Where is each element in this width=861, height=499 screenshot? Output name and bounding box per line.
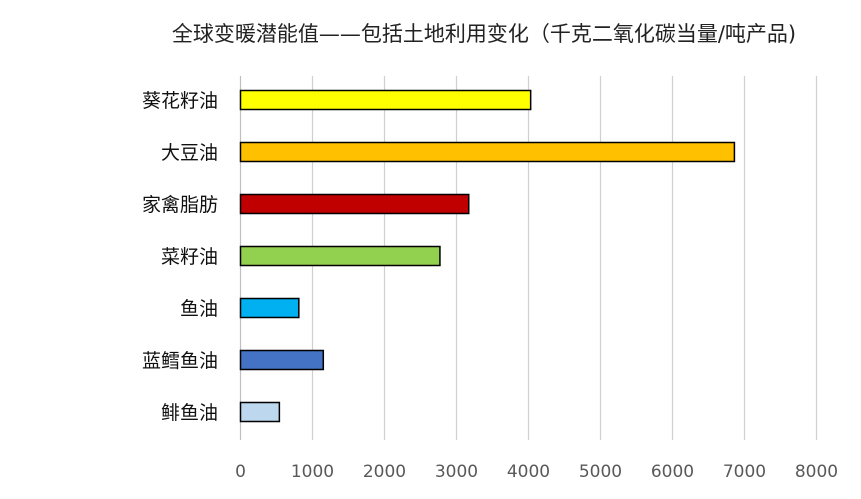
x-tick-label: 2000 xyxy=(363,462,406,482)
x-tick-label: 7000 xyxy=(723,462,766,482)
bar xyxy=(239,89,532,111)
category-label: 鱼油 xyxy=(180,298,218,320)
bar xyxy=(239,349,325,371)
bar xyxy=(239,245,441,267)
x-tick-label: 0 xyxy=(235,462,246,482)
x-tick-label: 8000 xyxy=(795,462,838,482)
bar xyxy=(239,193,470,215)
category-label: 大豆油 xyxy=(161,142,218,164)
bar xyxy=(239,141,736,163)
category-label: 葵花籽油 xyxy=(142,90,218,112)
x-tick-label: 6000 xyxy=(651,462,694,482)
bar xyxy=(239,297,300,319)
bars xyxy=(239,89,736,423)
category-label: 鲱鱼油 xyxy=(161,402,218,424)
x-tick-label: 1000 xyxy=(291,462,334,482)
category-label: 蓝鳕鱼油 xyxy=(142,350,218,372)
category-label: 家禽脂肪 xyxy=(142,194,218,216)
chart-title: 全球变暖潜能值——包括土地利用变化（千克二氧化碳当量/吨产品) xyxy=(172,22,796,46)
gridlines xyxy=(239,76,818,440)
x-tick-label: 5000 xyxy=(579,462,622,482)
x-tick-label: 4000 xyxy=(507,462,550,482)
category-label: 菜籽油 xyxy=(161,246,218,268)
x-tick-label: 3000 xyxy=(435,462,478,482)
bar xyxy=(239,401,281,423)
x-tick-labels: 0 1000 2000 3000 4000 5000 6000 7000 8000 xyxy=(235,462,838,482)
